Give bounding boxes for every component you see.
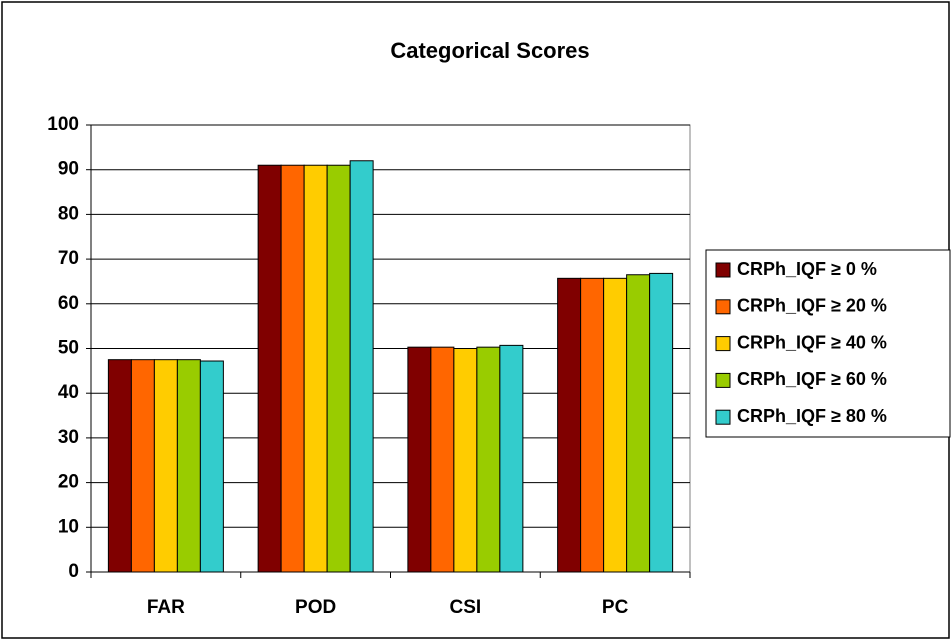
legend-label: CRPh_IQF ≥ 0 % (737, 259, 877, 279)
bar (303, 164, 328, 573)
legend-label: CRPh_IQF ≥ 80 % (737, 406, 887, 426)
x-tick-label: CSI (450, 597, 482, 618)
y-tick-label: 80 (58, 203, 79, 224)
y-tick-label: 90 (58, 159, 79, 180)
legend-swatch (715, 409, 731, 425)
y-tick-label: 70 (58, 248, 79, 269)
legend-swatch (715, 372, 731, 388)
bar (476, 346, 501, 573)
bar (557, 277, 582, 573)
x-tick-label: POD (295, 597, 336, 618)
chart-title: Categorical Scores (390, 38, 589, 63)
bar (153, 359, 178, 573)
bar (257, 164, 282, 573)
y-tick-label: 50 (58, 338, 79, 359)
legend-label: CRPh_IQF ≥ 20 % (737, 296, 887, 316)
x-tick-label: FAR (147, 597, 185, 618)
bar (603, 277, 628, 573)
bar (407, 346, 432, 573)
bar (499, 344, 524, 573)
bar (349, 160, 374, 573)
y-tick-label: 20 (58, 472, 79, 493)
bar (199, 360, 224, 573)
bar (176, 359, 201, 573)
bar (649, 272, 674, 573)
legend (705, 249, 951, 438)
bar (430, 346, 455, 573)
legend-swatch (715, 262, 731, 278)
y-tick-label: 30 (58, 427, 79, 448)
legend-swatch (715, 299, 731, 315)
bar (280, 164, 305, 573)
bar (626, 274, 651, 573)
legend-label: CRPh_IQF ≥ 60 % (737, 369, 887, 389)
y-tick-label: 100 (47, 114, 79, 135)
bar (326, 164, 351, 573)
x-tick-label: PC (602, 597, 629, 618)
bar (107, 359, 132, 573)
y-tick-label: 40 (58, 382, 79, 403)
y-tick-label: 60 (58, 293, 79, 314)
y-tick-label: 0 (68, 561, 79, 582)
legend-label: CRPh_IQF ≥ 40 % (737, 332, 887, 352)
bar (453, 348, 478, 573)
y-tick-label: 10 (58, 516, 79, 537)
bar (130, 359, 155, 573)
legend-swatch (715, 336, 731, 352)
bar (580, 277, 605, 573)
